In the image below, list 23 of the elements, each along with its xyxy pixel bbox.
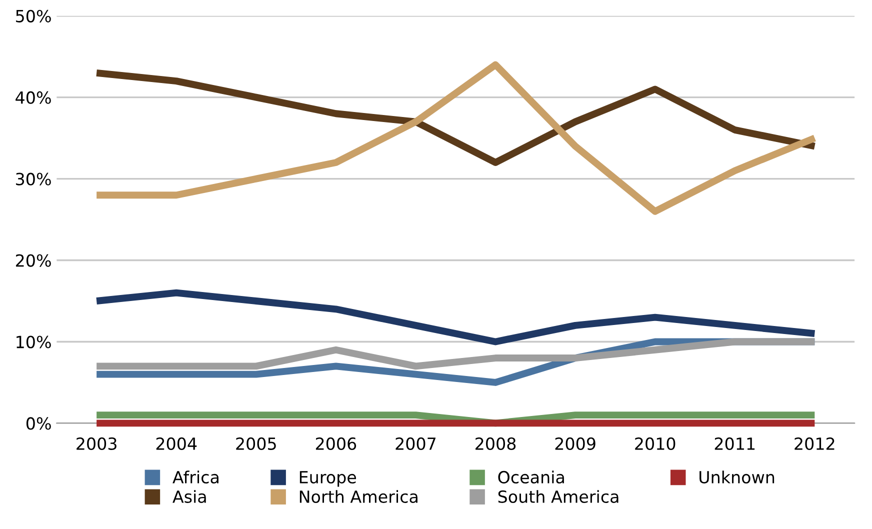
legend-label: Unknown: [700, 470, 774, 484]
y-tick-label: 50%: [16, 10, 51, 22]
x-tick-label: 2011: [714, 437, 755, 450]
x-tick-label: 2007: [396, 437, 436, 450]
x-tick-label: 2010: [635, 437, 676, 450]
legend-label: North America: [300, 490, 418, 503]
legend-label: Asia: [172, 490, 206, 503]
legend-label: Africa: [172, 470, 218, 484]
y-tick-label: 0%: [26, 417, 51, 430]
x-tick-label: 2012: [794, 437, 834, 450]
legend-label: Europe: [300, 471, 356, 487]
y-tick-label: 40%: [16, 91, 51, 104]
x-tick-label: 2008: [476, 437, 516, 450]
x-tick-label: 2003: [76, 437, 116, 450]
x-tick-label: 2006: [316, 437, 356, 450]
x-tick-label: 2005: [236, 437, 276, 450]
legend-label: South America: [498, 490, 618, 503]
x-tick-label: 2009: [555, 437, 596, 450]
y-tick-label: 20%: [16, 254, 51, 267]
y-tick-label: 30%: [16, 172, 51, 186]
y-tick-label: 10%: [16, 336, 51, 348]
legend-label: Oceania: [498, 470, 564, 484]
x-tick-label: 2004: [156, 437, 197, 450]
